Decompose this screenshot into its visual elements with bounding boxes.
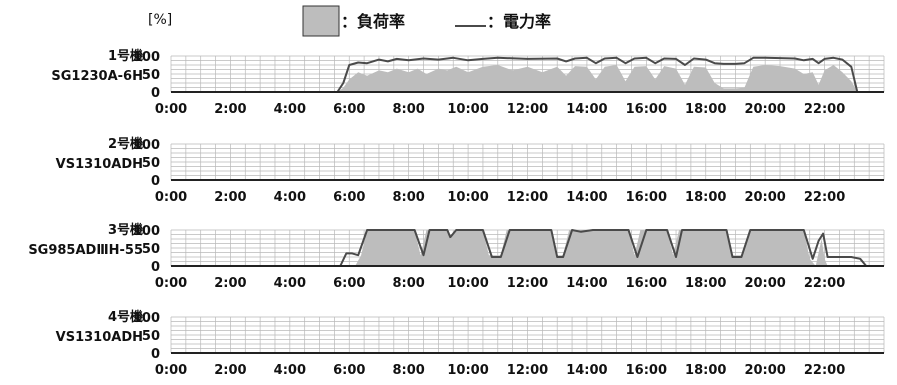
- x-tick-label: 4:00: [274, 363, 306, 378]
- panel-1: 1号機 SG1230A-6H 100 50 00:00 2:00 4:00 6:00 8:00 1…: [51, 48, 885, 117]
- x-tick-label: 8:00: [392, 102, 424, 117]
- x-tick-label: 18:00: [685, 363, 726, 378]
- x-tick-label: 14:00: [566, 190, 607, 205]
- x-tick-label: 20:00: [744, 190, 785, 205]
- x-tick-label: 6:00: [333, 102, 365, 117]
- x-tick-label: 18:00: [685, 276, 726, 291]
- x-tick-label: 20:00: [744, 276, 785, 291]
- x-tick-label: 18:00: [685, 190, 726, 205]
- y-tick-label: 50: [142, 242, 160, 257]
- x-tick-label: 12:00: [507, 102, 548, 117]
- x-tick-label: 6:00: [333, 363, 365, 378]
- x-tick-label: 16:00: [626, 190, 667, 205]
- x-tick-label: 12:00: [507, 363, 548, 378]
- unit-label: [%]: [148, 12, 172, 28]
- x-tick-label: 0:00: [155, 190, 187, 205]
- y-tick-label: 100: [133, 138, 160, 153]
- x-tick-label: 16:00: [626, 276, 667, 291]
- x-tick-label: 14:00: [566, 363, 607, 378]
- load-area: [171, 65, 884, 92]
- x-tick-label: 20:00: [744, 363, 785, 378]
- y-tick-label: 100: [133, 311, 160, 326]
- machine-number-label: 1号機: [108, 48, 143, 64]
- x-tick-label: 14:00: [566, 102, 607, 117]
- x-tick-label: 2:00: [214, 363, 246, 378]
- power-line: [171, 229, 884, 267]
- power-line: [171, 56, 884, 93]
- legend-load-swatch: [302, 5, 340, 37]
- panel-grid: [170, 316, 885, 354]
- x-tick-label: 22:00: [804, 276, 845, 291]
- x-tick-label: 22:00: [804, 102, 845, 117]
- x-tick-label: 6:00: [333, 190, 365, 205]
- x-tick-label: 10:00: [447, 276, 488, 291]
- machine-number-label: 2号機: [108, 136, 143, 152]
- panel-4: 4号機 VS1310ADH 100 50 00:00 2:00 4:00 6:00 8:00 10…: [56, 309, 885, 378]
- x-tick-label: 10:00: [447, 363, 488, 378]
- machine-model-label: VS1310ADH: [56, 157, 143, 172]
- y-tick-label: 0: [151, 347, 160, 362]
- x-tick-label: 2:00: [214, 102, 246, 117]
- x-tick-label: 6:00: [333, 276, 365, 291]
- x-tick-label: 22:00: [804, 363, 845, 378]
- x-tick-label: 16:00: [626, 363, 667, 378]
- x-tick-label: 20:00: [744, 102, 785, 117]
- x-tick-label: 0:00: [155, 102, 187, 117]
- legend: ：負荷率 ：電力率: [302, 5, 551, 37]
- x-tick-label: 0:00: [155, 363, 187, 378]
- y-tick-label: 100: [133, 50, 160, 65]
- machine-model-label: VS1310ADH: [56, 330, 143, 345]
- x-tick-label: 8:00: [392, 190, 424, 205]
- x-tick-label: 14:00: [566, 276, 607, 291]
- x-tick-label: 8:00: [392, 276, 424, 291]
- y-tick-label: 0: [151, 260, 160, 275]
- x-tick-label: 10:00: [447, 190, 488, 205]
- x-tick-label: 10:00: [447, 102, 488, 117]
- x-tick-label: 12:00: [507, 190, 548, 205]
- x-tick-label: 0:00: [155, 276, 187, 291]
- x-tick-label: 4:00: [274, 102, 306, 117]
- load-area: [171, 230, 884, 266]
- legend-power-label: ：電力率: [487, 12, 551, 31]
- x-tick-label: 2:00: [214, 190, 246, 205]
- panel-2: 2号機 VS1310ADH 100 50 00:00 2:00 4:00 6:00 8:00 10…: [56, 136, 885, 205]
- y-tick-label: 0: [151, 86, 160, 101]
- x-tick-label: 8:00: [392, 363, 424, 378]
- x-tick-label: 4:00: [274, 190, 306, 205]
- x-tick-label: 18:00: [685, 102, 726, 117]
- y-tick-label: 0: [151, 174, 160, 189]
- y-tick-label: 50: [142, 68, 160, 83]
- machine-number-label: 3号機: [108, 222, 143, 238]
- y-tick-label: 100: [133, 224, 160, 239]
- x-tick-label: 22:00: [804, 190, 845, 205]
- x-tick-label: 4:00: [274, 276, 306, 291]
- machine-number-label: 4号機: [108, 309, 143, 325]
- panel-grid: [170, 143, 885, 181]
- machine-model-label: SG1230A-6H: [51, 69, 143, 84]
- x-tick-label: 16:00: [626, 102, 667, 117]
- machine-model-label: SG985ADⅢH-55: [28, 243, 143, 258]
- x-tick-label: 12:00: [507, 276, 548, 291]
- panel-3: 3号機 SG985ADⅢH-55 100 50 00:00 2:00 4:00 6:00 8:0…: [28, 222, 885, 291]
- legend-load-label: ：負荷率: [341, 12, 405, 31]
- y-tick-label: 50: [142, 156, 160, 171]
- y-tick-label: 50: [142, 329, 160, 344]
- x-tick-label: 2:00: [214, 276, 246, 291]
